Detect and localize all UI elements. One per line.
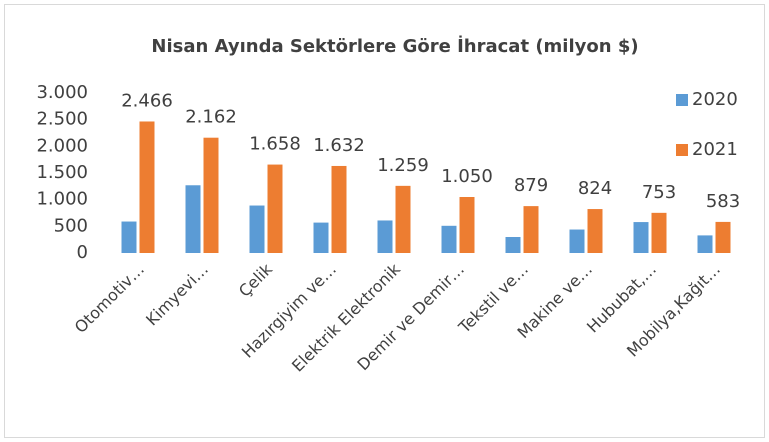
bar bbox=[505, 237, 521, 253]
y-tick-label: 1.000 bbox=[36, 189, 88, 210]
bar bbox=[587, 209, 603, 253]
bar bbox=[395, 185, 411, 253]
data-label: 2.162 bbox=[185, 107, 237, 128]
data-label: 1.658 bbox=[249, 134, 301, 155]
bar bbox=[313, 222, 329, 253]
y-tick-label: 2.000 bbox=[36, 135, 88, 156]
y-tick-label: 1.500 bbox=[36, 162, 88, 183]
data-label: 879 bbox=[514, 175, 548, 196]
bar bbox=[569, 229, 585, 253]
y-tick-label: 2.500 bbox=[36, 109, 88, 130]
data-label: 753 bbox=[642, 182, 676, 203]
chart-title: Nisan Ayında Sektörlere Göre İhracat (mi… bbox=[151, 35, 638, 57]
data-label: 824 bbox=[578, 178, 612, 199]
bar bbox=[523, 206, 539, 253]
legend-swatch bbox=[676, 144, 688, 156]
bar bbox=[633, 222, 649, 253]
bar bbox=[267, 164, 283, 253]
y-tick-label: 0 bbox=[77, 242, 88, 263]
bar bbox=[331, 165, 347, 253]
data-label: 1.050 bbox=[441, 166, 493, 187]
bar bbox=[715, 221, 731, 253]
y-tick-label: 3.000 bbox=[36, 82, 88, 103]
data-label: 2.466 bbox=[121, 90, 173, 111]
bar bbox=[121, 221, 137, 253]
legend-label: 2021 bbox=[692, 139, 738, 160]
bar bbox=[377, 220, 393, 253]
y-tick-label: 500 bbox=[54, 215, 88, 236]
bar bbox=[203, 137, 219, 253]
bar bbox=[459, 197, 475, 253]
bar bbox=[441, 225, 457, 253]
data-label: 583 bbox=[706, 191, 740, 212]
legend-swatch bbox=[676, 94, 688, 106]
bar bbox=[697, 235, 713, 253]
legend-label: 2020 bbox=[692, 89, 738, 110]
data-label: 1.632 bbox=[313, 135, 365, 156]
data-label: 1.259 bbox=[377, 155, 429, 176]
bar bbox=[139, 121, 155, 253]
bar bbox=[651, 212, 667, 253]
bar bbox=[249, 205, 265, 253]
bar bbox=[185, 185, 201, 253]
